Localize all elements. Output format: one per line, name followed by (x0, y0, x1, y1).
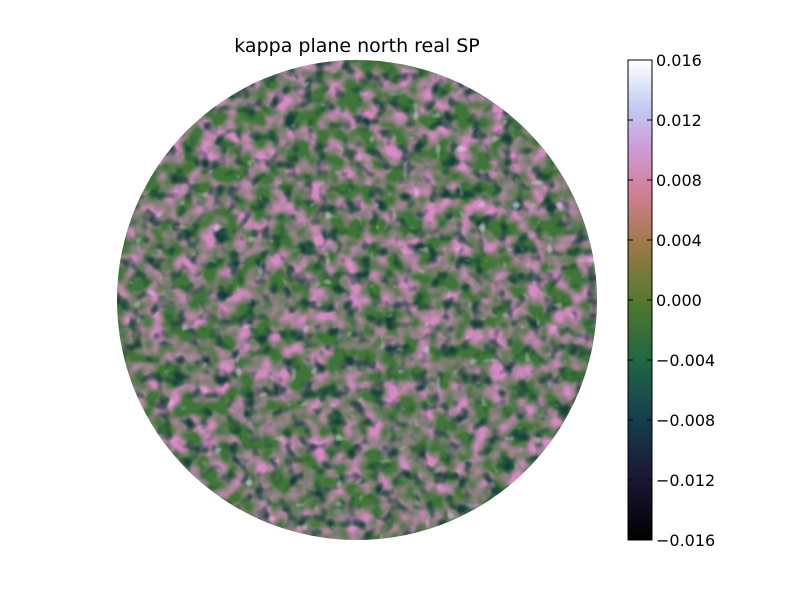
colorbar-ticks: 0.016 0.012 0.008 0.004 0.000 −0.004 −0.008 −0.… (628, 51, 715, 550)
heatmap-disk (117, 60, 597, 540)
chart-title: kappa plane north real SP (234, 35, 479, 57)
colorbar: 0.016 0.012 0.008 0.004 0.000 −0.004 −0.008 −0.… (627, 51, 715, 550)
colorbar-tick-label: 0.008 (656, 171, 702, 190)
colorbar-tick-label: −0.008 (656, 411, 715, 430)
colorbar-tick-label: 0.004 (656, 231, 702, 250)
colorbar-tick-label: −0.016 (656, 531, 715, 550)
colorbar-tick-label: −0.004 (656, 351, 715, 370)
heatmap-light-layer (117, 60, 597, 540)
colorbar-tick-label: 0.016 (656, 51, 702, 70)
colorbar-tick-label: 0.012 (656, 111, 702, 130)
colorbar-tick-label: −0.012 (656, 471, 715, 490)
colorbar-tick-label: 0.000 (656, 291, 702, 310)
